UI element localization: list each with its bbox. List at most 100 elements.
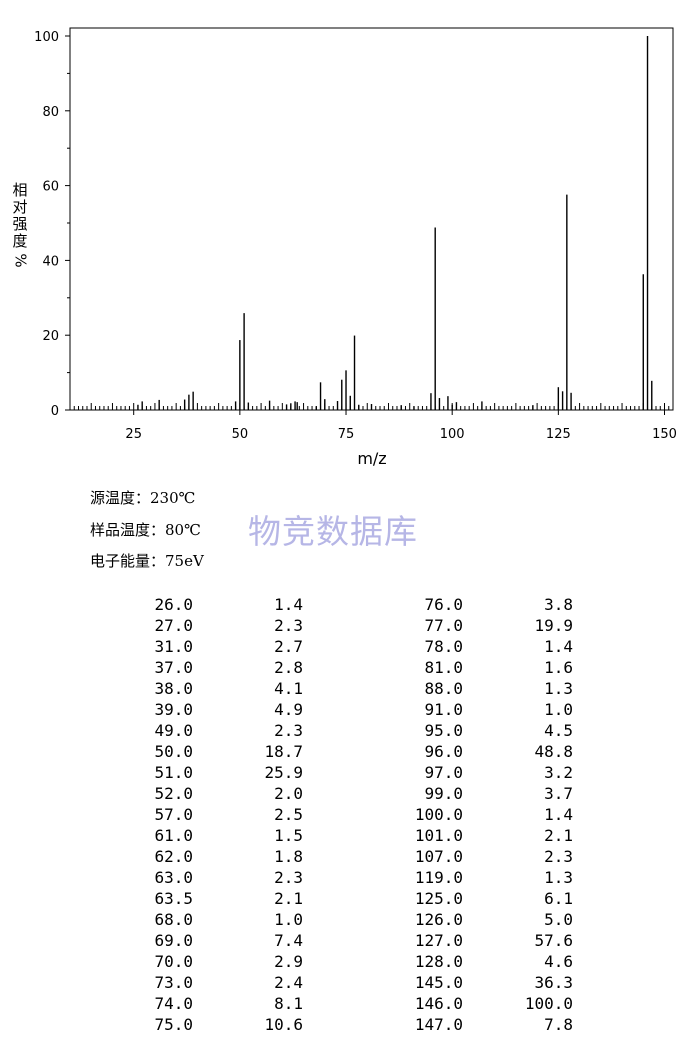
intensity-value: 1.0 <box>544 700 573 719</box>
mz-value: 147.0 <box>414 1015 463 1034</box>
table-row: 61.0 1.5 101.0 2.1 <box>0 825 696 846</box>
intensity-value: 7.4 <box>274 931 303 950</box>
intensity-value: 1.4 <box>544 805 573 824</box>
plot-frame <box>69 27 674 411</box>
intensity-value: 18.7 <box>264 742 303 761</box>
mz-value: 128.0 <box>414 952 463 971</box>
intensity-value: 2.3 <box>274 868 303 887</box>
mz-value: 146.0 <box>414 994 463 1013</box>
electron-energy-label: 电子能量： <box>90 552 166 570</box>
mz-value: 63.5 <box>154 889 193 908</box>
intensity-value: 19.9 <box>534 616 573 635</box>
intensity-value: 2.4 <box>274 973 303 992</box>
y-axis-title-char: 度 <box>12 232 28 250</box>
intensity-value: 1.4 <box>544 637 573 656</box>
intensity-value: 2.1 <box>544 826 573 845</box>
intensity-value: 8.1 <box>274 994 303 1013</box>
intensity-value: 4.6 <box>544 952 573 971</box>
table-row: 75.0 10.6 147.0 7.8 <box>0 1014 696 1035</box>
intensity-value: 2.7 <box>274 637 303 656</box>
y-tick-label: 0 <box>51 404 59 419</box>
mz-value: 88.0 <box>424 679 463 698</box>
spectrum-peaks <box>137 36 653 410</box>
intensity-value: 2.5 <box>274 805 303 824</box>
y-tick-label: 20 <box>42 329 59 344</box>
intensity-value: 4.5 <box>544 721 573 740</box>
mz-value: 76.0 <box>424 595 463 614</box>
table-row: 63.5 2.1 125.0 6.1 <box>0 888 696 909</box>
mz-value: 81.0 <box>424 658 463 677</box>
y-tick-label: 40 <box>42 254 59 269</box>
mz-value: 91.0 <box>424 700 463 719</box>
table-row: 31.0 2.7 78.0 1.4 <box>0 636 696 657</box>
intensity-value: 57.6 <box>534 931 573 950</box>
sample-temperature: 样品温度：80℃ <box>90 519 201 540</box>
mz-value: 63.0 <box>154 868 193 887</box>
mz-value: 73.0 <box>154 973 193 992</box>
mz-value: 125.0 <box>414 889 463 908</box>
intensity-value: 2.3 <box>274 721 303 740</box>
mz-value: 126.0 <box>414 910 463 929</box>
table-row: 27.0 2.3 77.0 19.9 <box>0 615 696 636</box>
mz-value: 107.0 <box>414 847 463 866</box>
table-row: 73.0 2.4 145.0 36.3 <box>0 972 696 993</box>
x-axis-ticks: 25 50 75 100 125 150 <box>125 410 677 442</box>
electron-energy-value: 75eV <box>165 552 204 570</box>
mz-value: 75.0 <box>154 1015 193 1034</box>
mz-value: 68.0 <box>154 910 193 929</box>
electron-energy: 电子能量：75eV <box>90 550 204 571</box>
peak-table: 26.0 1.4 76.0 3.8 27.0 2.3 77.0 19.9 31.0 2.7 78.0… <box>0 594 696 1035</box>
table-row: 69.0 7.4 127.0 57.6 <box>0 930 696 951</box>
mz-value: 52.0 <box>154 784 193 803</box>
y-axis-title: 相对强度% <box>10 182 30 269</box>
table-row: 57.0 2.5 100.0 1.4 <box>0 804 696 825</box>
y-axis-title-char: 相 <box>12 181 28 199</box>
y-axis-title-char: % <box>11 253 30 268</box>
table-row: 37.0 2.8 81.0 1.6 <box>0 657 696 678</box>
intensity-value: 1.0 <box>274 910 303 929</box>
table-row: 74.0 8.1 146.0 100.0 <box>0 993 696 1014</box>
intensity-value: 10.6 <box>264 1015 303 1034</box>
table-row: 50.0 18.7 96.0 48.8 <box>0 741 696 762</box>
table-row: 49.0 2.3 95.0 4.5 <box>0 720 696 741</box>
intensity-value: 48.8 <box>534 742 573 761</box>
intensity-value: 1.8 <box>274 847 303 866</box>
mz-value: 95.0 <box>424 721 463 740</box>
intensity-value: 100.0 <box>524 994 573 1013</box>
mz-value: 49.0 <box>154 721 193 740</box>
mz-value: 97.0 <box>424 763 463 782</box>
intensity-value: 36.3 <box>534 973 573 992</box>
intensity-value: 2.3 <box>544 847 573 866</box>
mz-value: 101.0 <box>414 826 463 845</box>
mz-value: 26.0 <box>154 595 193 614</box>
source-temperature-label: 源温度： <box>90 489 151 507</box>
x-tick-label: 100 <box>440 427 465 442</box>
x-axis-title: m/z <box>357 449 386 468</box>
intensity-value: 2.0 <box>274 784 303 803</box>
mz-value: 119.0 <box>414 868 463 887</box>
mz-value: 74.0 <box>154 994 193 1013</box>
table-row: 38.0 4.1 88.0 1.3 <box>0 678 696 699</box>
source-temperature: 源温度：230℃ <box>90 487 195 508</box>
intensity-value: 3.7 <box>544 784 573 803</box>
intensity-value: 2.3 <box>274 616 303 635</box>
y-axis-ticks: 0 20 40 60 80 100 <box>34 30 70 419</box>
intensity-value: 3.2 <box>544 763 573 782</box>
intensity-value: 1.3 <box>544 679 573 698</box>
y-tick-label: 60 <box>42 180 59 195</box>
mz-value: 69.0 <box>154 931 193 950</box>
mz-value: 100.0 <box>414 805 463 824</box>
sample-temperature-value: 80℃ <box>165 521 201 539</box>
table-row: 51.0 25.9 97.0 3.2 <box>0 762 696 783</box>
watermark: 物竞数据库 <box>248 512 418 551</box>
mz-value: 70.0 <box>154 952 193 971</box>
mz-value: 62.0 <box>154 847 193 866</box>
sample-temperature-label: 样品温度： <box>90 521 166 539</box>
source-temperature-value: 230℃ <box>150 489 196 507</box>
intensity-value: 5.0 <box>544 910 573 929</box>
mz-value: 127.0 <box>414 931 463 950</box>
mz-value: 31.0 <box>154 637 193 656</box>
intensity-value: 1.3 <box>544 868 573 887</box>
x-tick-label: 125 <box>546 427 571 442</box>
intensity-value: 1.4 <box>274 595 303 614</box>
